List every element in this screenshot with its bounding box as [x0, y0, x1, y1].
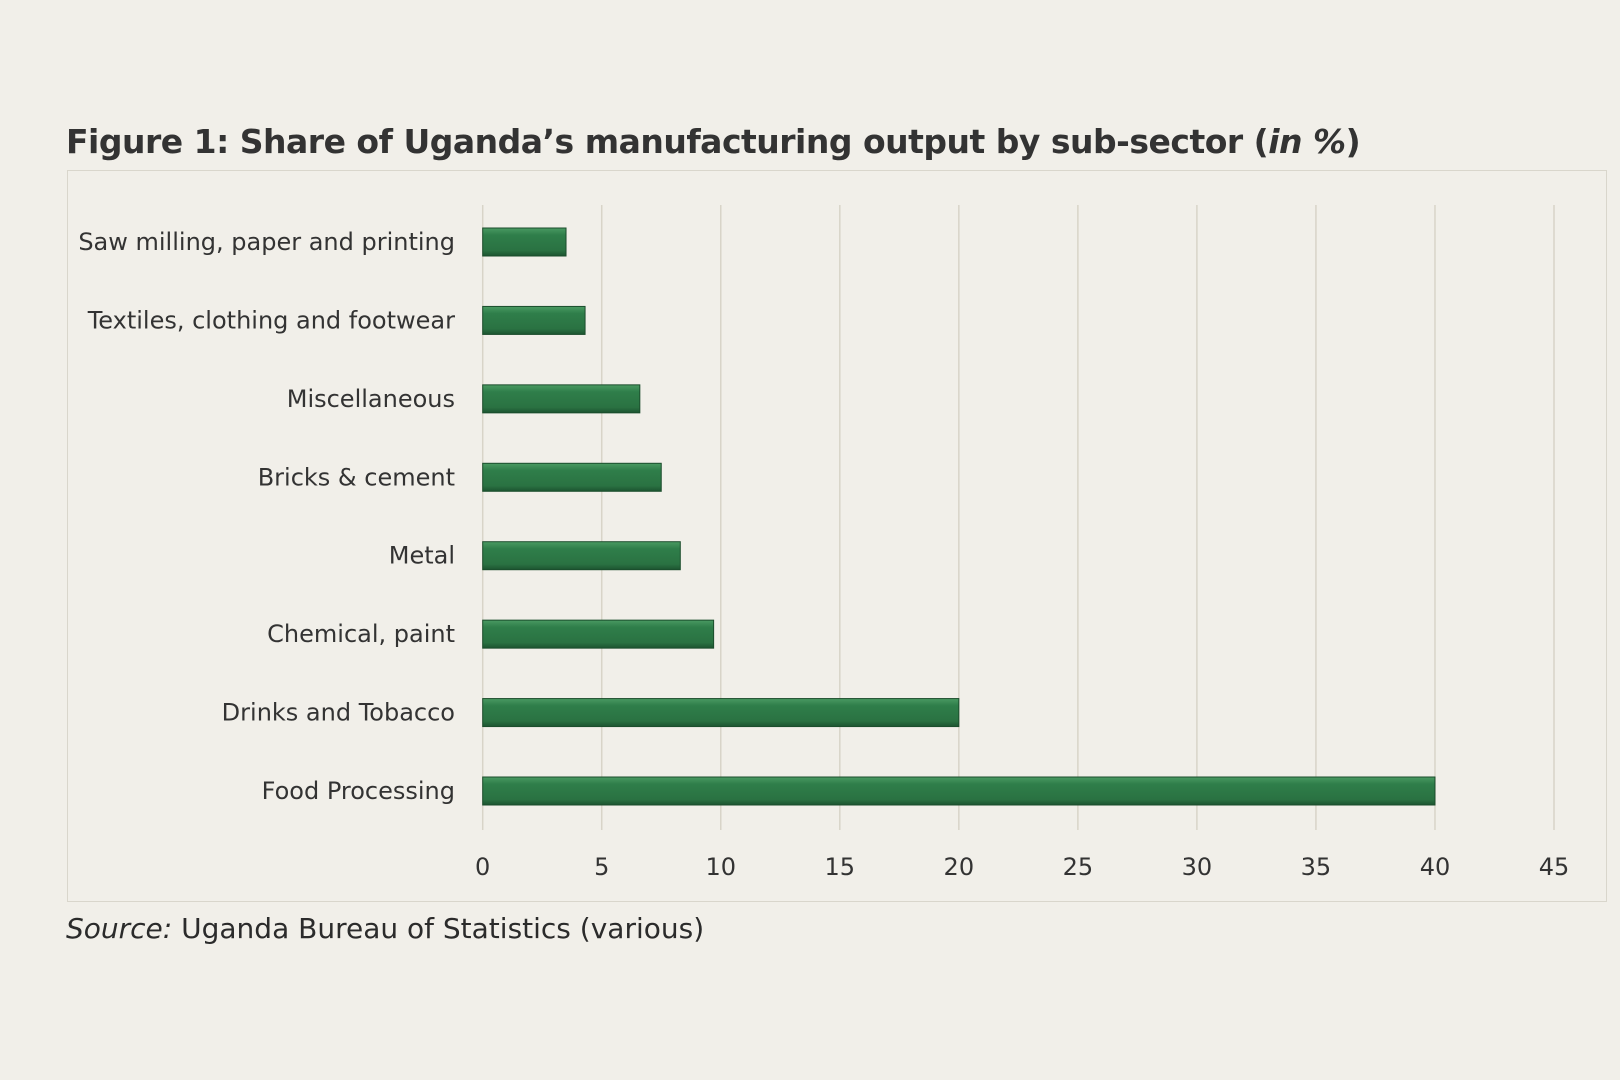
bar	[482, 541, 681, 571]
category-label: Miscellaneous	[287, 385, 455, 413]
x-tick-label: 5	[594, 853, 609, 881]
chart-title: Figure 1: Share of Uganda’s manufacturin…	[66, 122, 1361, 161]
bar	[482, 776, 1436, 806]
bar	[482, 619, 715, 649]
bar	[482, 384, 641, 414]
bar	[482, 227, 567, 257]
category-label: Saw milling, paper and printing	[78, 228, 455, 256]
x-tick-label: 30	[1182, 853, 1213, 881]
x-tick-label: 0	[475, 853, 490, 881]
category-label: Food Processing	[262, 777, 455, 805]
x-tick-label: 10	[705, 853, 736, 881]
bar	[482, 462, 662, 492]
chart-frame	[67, 170, 1607, 902]
category-label: Bricks & cement	[258, 463, 455, 491]
category-label: Metal	[389, 542, 455, 570]
x-tick-label: 20	[944, 853, 975, 881]
source-note: Source: Uganda Bureau of Statistics (var…	[66, 912, 705, 945]
bar	[482, 305, 586, 335]
category-label: Chemical, paint	[267, 620, 455, 648]
x-tick-label: 25	[1063, 853, 1094, 881]
bar	[482, 698, 960, 728]
category-label: Textiles, clothing and footwear	[87, 306, 455, 334]
x-tick-label: 35	[1301, 853, 1332, 881]
category-label: Drinks and Tobacco	[222, 699, 455, 727]
x-tick-label: 45	[1539, 853, 1570, 881]
x-tick-label: 40	[1420, 853, 1451, 881]
x-tick-label: 15	[825, 853, 856, 881]
